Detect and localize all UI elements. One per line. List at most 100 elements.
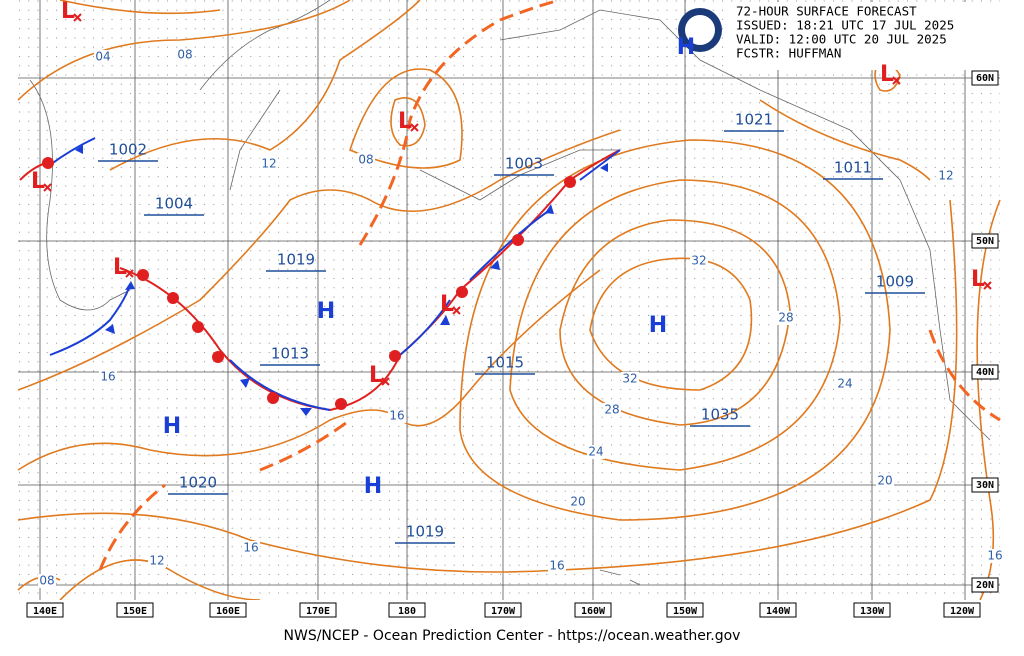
pressure-label: 1013: [271, 345, 309, 363]
isobar-label-bg: [603, 403, 621, 417]
lat-label-box: [971, 577, 999, 593]
lon-label-box: [388, 602, 426, 618]
isobar-label: 16: [987, 549, 1002, 563]
isobar-label-bg: [621, 372, 639, 386]
pressure-label: 1004: [155, 195, 193, 213]
center-marker: [892, 76, 901, 85]
lon-label: 160E: [216, 606, 240, 617]
isobar-label: 16: [549, 559, 564, 573]
center-marker: [43, 183, 52, 192]
pressure-label: 1035: [701, 406, 739, 424]
isobar-label: 16: [243, 541, 258, 555]
center-marker: [125, 269, 134, 278]
lon-label-box: [484, 602, 522, 618]
lat-label: 20N: [976, 580, 994, 591]
isobar-label-bg: [836, 377, 854, 391]
center-marker: [452, 306, 461, 315]
noaa-logo-inner: [685, 15, 715, 45]
lon-label-box: [574, 602, 612, 618]
pressure-label: 1002: [109, 141, 147, 159]
lon-label: 180: [398, 606, 416, 617]
pressure-label: 1020: [179, 474, 217, 492]
pressure-center: L: [971, 267, 985, 292]
lon-label-box: [853, 602, 891, 618]
lon-label: 140W: [766, 606, 791, 617]
lon-label: 150W: [673, 606, 698, 617]
pressure-label: 1019: [277, 251, 315, 269]
isobar-label-bg: [587, 445, 605, 459]
map-background: [18, 0, 1000, 600]
isobar-label: 28: [778, 311, 793, 325]
isobar-label: 32: [691, 254, 706, 268]
lon-label-box: [299, 602, 337, 618]
center-marker: [983, 281, 992, 290]
lon-label-box: [666, 602, 704, 618]
isobar-label-bg: [357, 153, 375, 167]
isobar-label-bg: [986, 549, 1004, 563]
isobar-label-bg: [777, 311, 795, 325]
pressure-label: 1019: [406, 523, 444, 541]
isobar-label: 16: [389, 409, 404, 423]
lon-label: 140E: [33, 606, 57, 617]
pressure-center: L: [31, 169, 45, 194]
lon-label-box: [759, 602, 797, 618]
isobar-label-bg: [148, 554, 166, 568]
isobar-label: 12: [938, 169, 953, 183]
isobar-label: 28: [604, 403, 619, 417]
coastlines: [29, 0, 991, 586]
header-line: 72-HOUR SURFACE FORECAST: [736, 4, 917, 19]
isobar-label-bg: [99, 370, 117, 384]
isobar-label-bg: [94, 50, 112, 64]
pressure-label: 1015: [486, 354, 524, 372]
lat-label: 50N: [976, 236, 994, 247]
isobar-label-bg: [388, 409, 406, 423]
lon-label: 170E: [306, 606, 330, 617]
isobar-label: 08: [358, 153, 373, 167]
header-line: VALID: 12:00 UTC 20 JUL 2025: [736, 32, 947, 47]
isobar-label-bg: [690, 254, 708, 268]
footer: NWS/NCEP - Ocean Prediction Center - htt…: [284, 628, 741, 644]
header-line: FCSTR: HUFFMAN: [736, 46, 841, 61]
grid: [18, 0, 1000, 600]
center-marker: [410, 123, 419, 132]
pressure-center: L: [398, 109, 412, 134]
isobar-label: 12: [261, 157, 276, 171]
lon-label: 150E: [123, 606, 147, 617]
lon-label-box: [116, 602, 154, 618]
isobar-label: 12: [149, 554, 164, 568]
pressure-center: L: [880, 62, 894, 87]
lat-label: 40N: [976, 367, 994, 378]
pressure-center: H: [649, 313, 667, 338]
pressure-center: L: [369, 363, 383, 388]
isobar-label-bg: [876, 474, 894, 488]
isobar-label: 20: [570, 495, 585, 509]
lon-label: 160W: [581, 606, 606, 617]
isobar-label: 24: [837, 377, 852, 391]
pressure-label: 1021: [735, 111, 773, 129]
pressure-center: L: [61, 0, 75, 24]
isobars: [17, 0, 1001, 601]
isobar-label-bg: [569, 495, 587, 509]
pressure-center: H: [364, 474, 382, 499]
lon-label-box: [943, 602, 981, 618]
lat-label-box: [971, 364, 999, 380]
isobar-label-bg: [38, 574, 56, 588]
isobar-label: 08: [177, 48, 192, 62]
lat-label-box: [971, 477, 999, 493]
header-box: [728, 2, 1000, 70]
pressure-center: H: [317, 299, 335, 324]
pressure-label: 1003: [505, 155, 543, 173]
pressure-center: L: [113, 255, 127, 280]
lon-label-box: [26, 602, 64, 618]
pressure-label: 1011: [834, 159, 872, 177]
pressure-center: H: [163, 414, 181, 439]
lon-label: 120W: [950, 606, 975, 617]
header-line: ISSUED: 18:21 UTC 17 JUL 2025: [736, 18, 954, 33]
lat-label: 30N: [976, 480, 994, 491]
isobar-label: 24: [588, 445, 603, 459]
center-marker: [73, 13, 82, 22]
isobar-label: 16: [100, 370, 115, 384]
pressure-center: H: [677, 35, 695, 60]
isobar-label-bg: [176, 48, 194, 62]
